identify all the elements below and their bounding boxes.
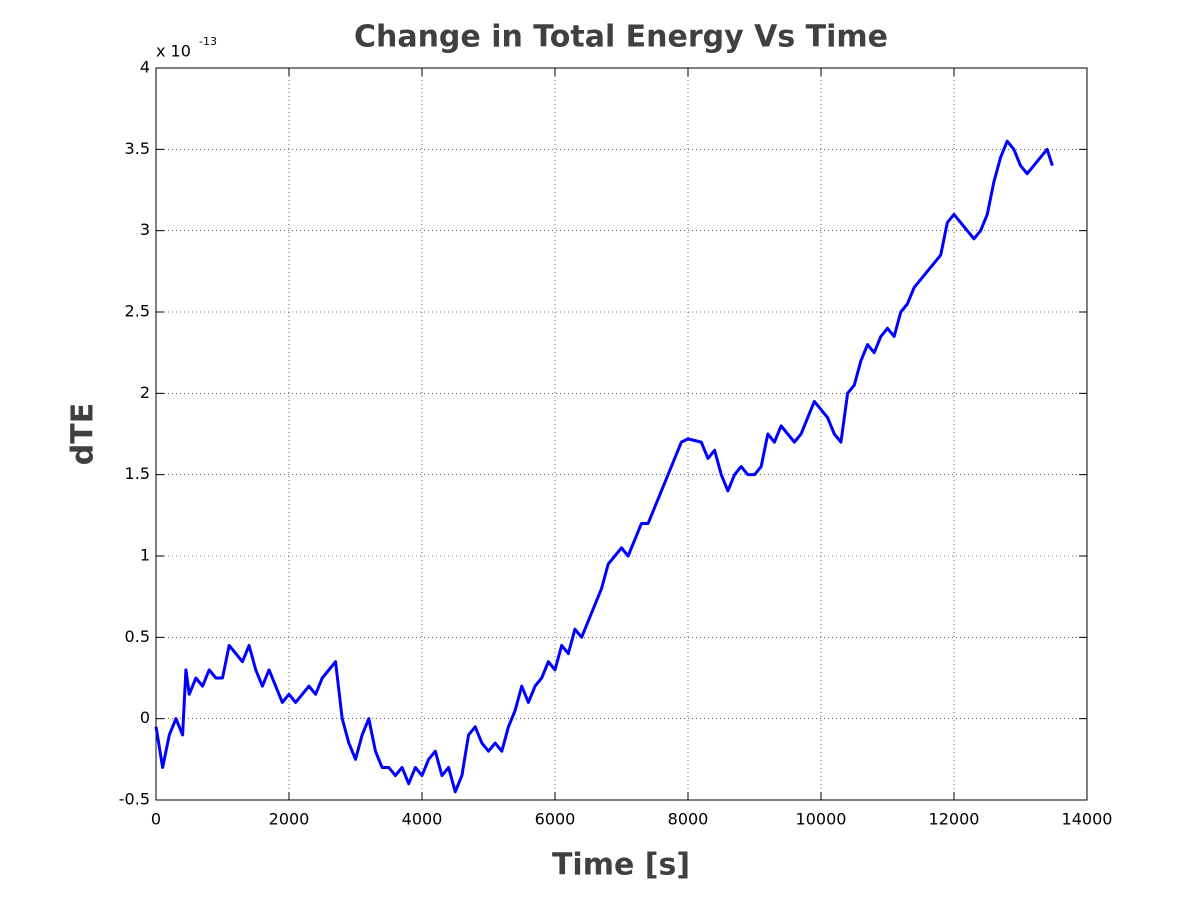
y-tick-label: 2 xyxy=(140,383,150,402)
y-axis-label: dTE xyxy=(66,403,101,465)
chart-title: Change in Total Energy Vs Time xyxy=(354,20,888,55)
y-tick-label: 4 xyxy=(140,58,150,77)
y-tick-label: 0 xyxy=(140,708,150,727)
y-tick-label: 2.5 xyxy=(125,302,150,321)
x-tick-label: 14000 xyxy=(1062,810,1113,829)
y-multiplier: x 10 xyxy=(156,42,191,61)
x-tick-label: 0 xyxy=(151,810,161,829)
x-tick-label: 8000 xyxy=(668,810,709,829)
x-tick-label: 2000 xyxy=(269,810,310,829)
plot-frame xyxy=(155,67,1088,801)
y-tick-label: 3 xyxy=(140,220,150,239)
data-line xyxy=(154,139,1054,794)
y-tick-label: 1 xyxy=(140,546,150,565)
y-multiplier-exponent: -13 xyxy=(199,35,217,48)
x-tick-label: 10000 xyxy=(796,810,847,829)
x-axis-label: Time [s] xyxy=(552,848,690,883)
y-tick-label: 0.5 xyxy=(125,627,150,646)
y-tick-label: 1.5 xyxy=(125,464,150,483)
x-tick-label: 12000 xyxy=(929,810,980,829)
y-tick-label: 3.5 xyxy=(125,139,150,158)
y-tick-label: -0.5 xyxy=(119,790,150,809)
x-tick-label: 4000 xyxy=(402,810,443,829)
x-tick-label: 6000 xyxy=(535,810,576,829)
